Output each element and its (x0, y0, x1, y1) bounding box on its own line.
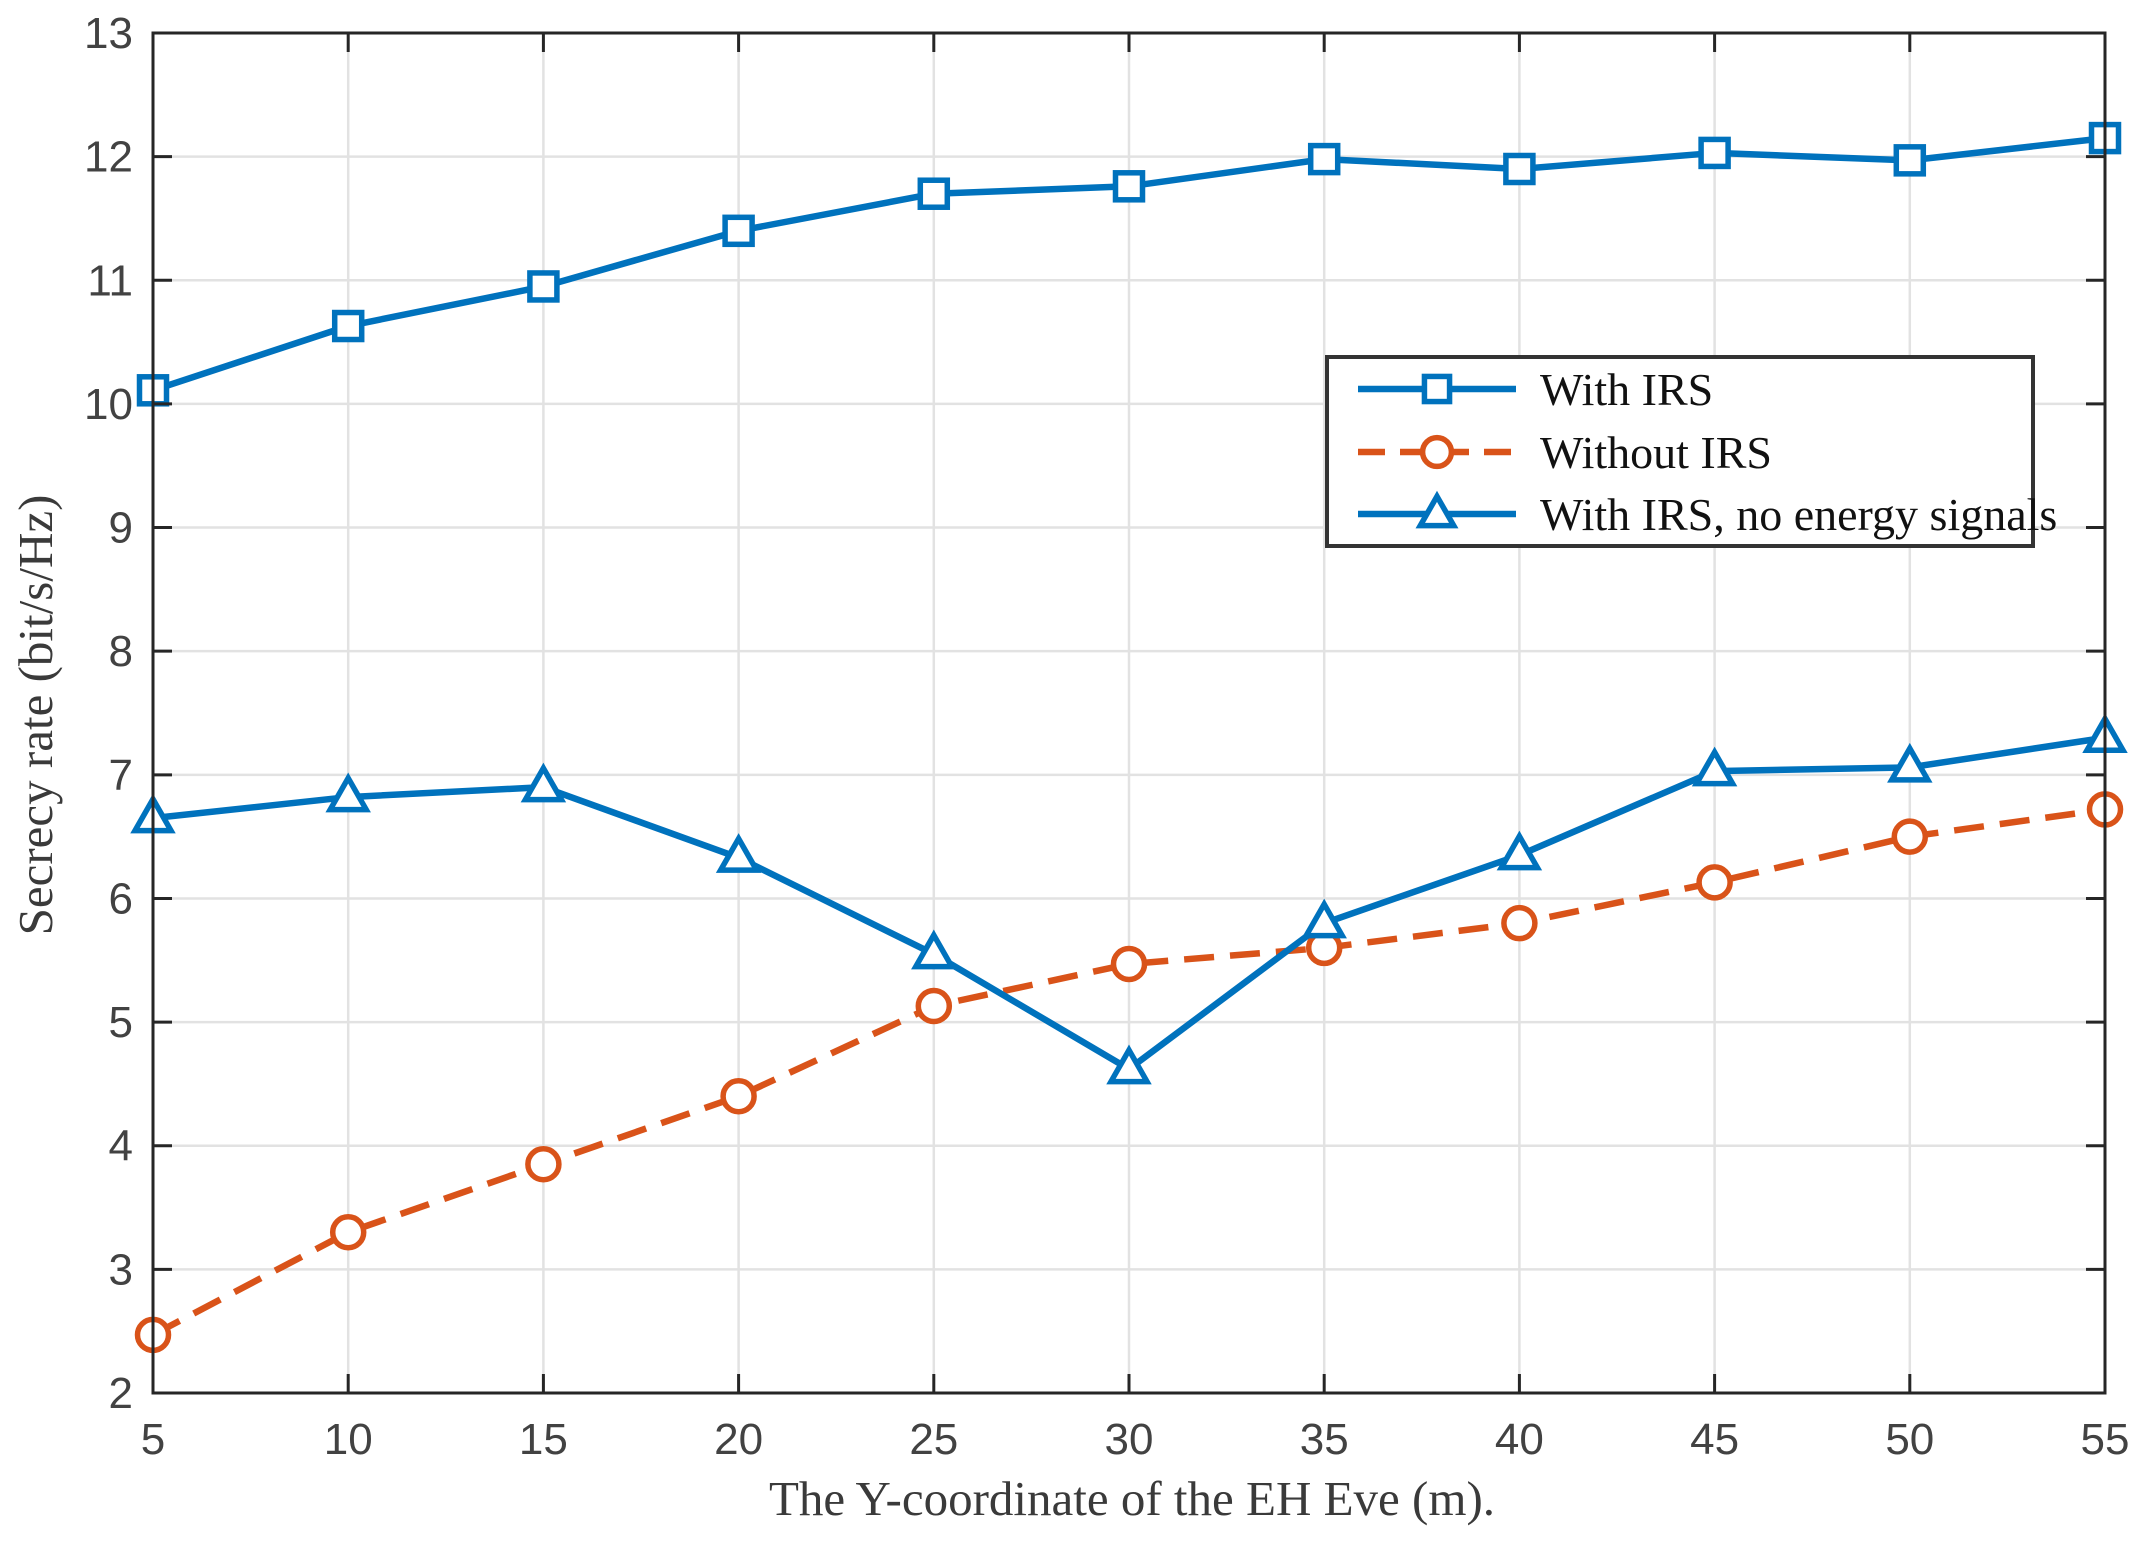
marker-square (527, 270, 560, 303)
marker-square (722, 214, 755, 248)
x-tick-label: 10 (324, 1415, 373, 1464)
x-tick-label: 45 (1690, 1415, 1739, 1464)
marker-circle (1696, 864, 1733, 901)
legend-sample-with-irs-no-energy (1358, 490, 1516, 529)
marker-square (1307, 142, 1341, 176)
marker-circle (720, 1078, 757, 1115)
marker-triangle-up (1496, 830, 1543, 871)
marker-square (917, 177, 951, 210)
legend-label-without-irs: Without IRS (1540, 427, 1772, 478)
x-axis-label: The Y-coordinate of the EH Eve (m). (769, 1471, 1495, 1526)
x-tick-label: 40 (1495, 1415, 1544, 1464)
x-tick-label: 55 (2081, 1415, 2130, 1464)
x-tick-label: 50 (1885, 1415, 1934, 1464)
x-tick-label: 25 (909, 1415, 958, 1464)
marker-triangle-up (1106, 1044, 1152, 1085)
y-tick-label: 8 (109, 627, 133, 676)
marker-square (1893, 144, 1927, 177)
marker-triangle-up (325, 772, 371, 813)
y-tick-label: 3 (109, 1245, 133, 1294)
legend-label-with-irs-no-energy: With IRS, no energy signals (1540, 489, 2057, 540)
marker-square (1503, 152, 1536, 186)
series-with-irs-no-energy-signals (130, 713, 2128, 1085)
marker-circle (1110, 945, 1148, 983)
x-tick-label: 15 (519, 1415, 568, 1464)
marker-triangle-up (1415, 490, 1459, 529)
y-tick-label: 10 (84, 380, 133, 429)
marker-triangle-up (520, 762, 567, 803)
y-tick-label: 6 (109, 874, 133, 923)
x-tick-label: 30 (1105, 1415, 1154, 1464)
y-tick-label: 11 (87, 256, 133, 305)
legend-sample-with-irs (1358, 373, 1516, 405)
marker-triangle-up (1691, 746, 1738, 787)
marker-square (1112, 170, 1146, 203)
marker-triangle-up (715, 833, 762, 873)
marker-triangle-up (911, 929, 957, 970)
marker-circle (329, 1214, 367, 1251)
grid-lines (151, 31, 2107, 1395)
legend-label-with-irs: With IRS (1540, 364, 1713, 415)
y-tick-label: 13 (84, 9, 133, 58)
marker-circle (525, 1146, 562, 1183)
marker-circle (1501, 904, 1538, 942)
y-tick-label: 2 (109, 1369, 133, 1418)
legend-sample-without-irs (1358, 434, 1516, 470)
series-line (151, 806, 2106, 1338)
marker-circle (1891, 818, 1929, 855)
marker-circle (915, 987, 953, 1025)
x-tick-label: 20 (714, 1415, 763, 1464)
x-tick-label: 5 (141, 1415, 165, 1464)
marker-triangle-up (1887, 742, 1933, 783)
y-tick-label: 4 (109, 1122, 133, 1171)
legend: With IRS Without IRS With IRS, no energy… (1325, 355, 2057, 548)
x-tick-label: 35 (1300, 1415, 1349, 1464)
marker-square (1421, 373, 1453, 405)
series-without-irs (134, 791, 2124, 1354)
y-tick-label: 7 (109, 751, 133, 800)
axes-box-and-ticks (151, 31, 2107, 1395)
marker-triangle-up (1301, 898, 1347, 939)
y-tick-label: 12 (84, 133, 133, 182)
y-tick-label: 5 (109, 998, 133, 1047)
marker-circle (1419, 434, 1455, 470)
y-tick-label: 9 (109, 504, 133, 553)
series-layer (130, 121, 2128, 1354)
marker-square (331, 309, 365, 343)
y-axis-label: Secrecy rate (bit/s/Hz) (8, 495, 63, 936)
marker-square (1698, 136, 1731, 170)
series-with-irs (136, 121, 2122, 407)
